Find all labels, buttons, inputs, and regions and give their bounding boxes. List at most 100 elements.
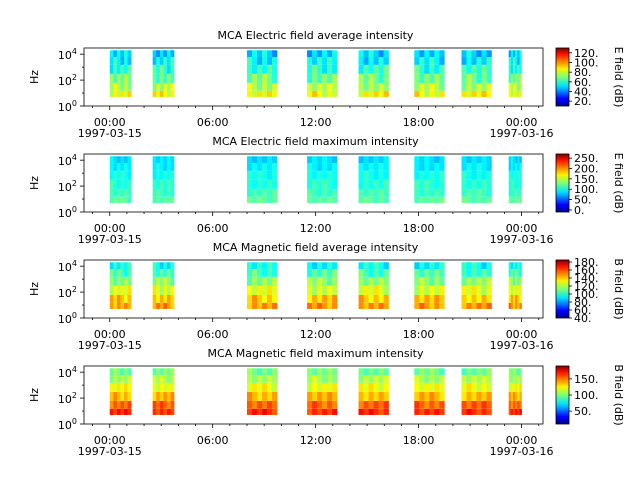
spectrogram-cell [466, 73, 472, 83]
spectrogram-cell [414, 408, 420, 415]
data-segment [414, 156, 445, 203]
spectrogram-cell [257, 64, 263, 74]
spectrogram-cell [252, 400, 258, 409]
spectrogram-cell [373, 269, 379, 277]
spectrogram-cell [312, 375, 318, 383]
spectrogram-cell [383, 179, 389, 189]
spectrogram-cell [419, 196, 425, 203]
spectrogram-cell [466, 64, 472, 74]
spectrogram-cell [272, 73, 278, 83]
spectrogram-cell [262, 262, 268, 270]
spectrogram-cell [434, 391, 440, 401]
spectrogram-cell [471, 294, 477, 303]
spectrogram-cell [368, 269, 374, 277]
spectrogram-cell [481, 90, 487, 97]
spectrogram-cell [166, 163, 171, 171]
spectrogram-cell [267, 64, 273, 74]
spectrogram-cell [247, 408, 253, 415]
spectrogram-cell [378, 73, 384, 83]
data-segment [152, 262, 175, 309]
spectrogram-cell [383, 196, 389, 203]
spectrogram-cell [317, 64, 323, 74]
spectrogram-cell [486, 73, 492, 83]
spectrogram-cell [486, 50, 492, 58]
spectrogram-cell [466, 50, 472, 58]
spectrogram-cell [332, 382, 338, 392]
spectrogram-cell [363, 196, 369, 203]
spectrogram-cell [476, 170, 482, 180]
spectrogram-cell [116, 82, 121, 91]
spectrogram-cell [163, 269, 168, 277]
spectrogram-cell [317, 285, 323, 295]
spectrogram-cell [262, 64, 268, 74]
spectrogram-cell [378, 64, 384, 74]
spectrogram-cell [378, 269, 384, 277]
spectrogram-cell [170, 196, 175, 203]
spectrogram-cell [166, 170, 171, 180]
spectrogram-cell [159, 408, 164, 415]
spectrogram-cell [327, 276, 333, 286]
spectrogram-cell [471, 64, 477, 74]
spectrogram-cell [127, 408, 132, 415]
spectrogram-cell [124, 302, 128, 309]
spectrogram-cell [358, 302, 364, 309]
spectrogram-cell [368, 262, 374, 270]
spectrogram-cell [476, 400, 482, 409]
spectrogram-cell [252, 179, 258, 189]
spectrogram-cell [461, 57, 467, 65]
spectrogram-cell [152, 294, 157, 303]
spectrogram-cell [368, 391, 374, 401]
spectrogram-cell [267, 188, 273, 197]
spectrogram-cell [307, 262, 313, 270]
spectrogram-cell [113, 408, 118, 415]
spectrogram-cell [156, 262, 161, 270]
spectrogram-cell [312, 179, 318, 189]
data-segment [307, 262, 338, 309]
spectrogram-cell [383, 90, 389, 97]
spectrogram-cell [252, 294, 258, 303]
spectrogram-cell [332, 163, 338, 171]
colorbar-frame [555, 259, 570, 319]
spectrogram-cell [373, 400, 379, 409]
spectrogram-cell [519, 285, 522, 295]
spectrogram-cell [363, 64, 369, 74]
spectrogram-cell [156, 294, 161, 303]
spectrogram-cell [109, 375, 114, 383]
spectrogram-cell [466, 170, 472, 180]
spectrogram-cell [515, 50, 518, 58]
spectrogram-cell [124, 196, 128, 203]
spectrogram-cell [519, 375, 522, 383]
spectrogram-cell [358, 269, 364, 277]
spectrogram-cell [312, 82, 318, 91]
y-axis-label: Hz [28, 70, 41, 84]
spectrogram-cell [113, 82, 118, 91]
data-segment [247, 50, 278, 97]
spectrogram-cell [383, 276, 389, 286]
y-axis-label: Hz [28, 282, 41, 296]
spectrogram-cell [247, 90, 253, 97]
y-tick-label: 102 [58, 391, 77, 406]
spectrogram-cell [476, 57, 482, 65]
spectrogram-cell [424, 294, 430, 303]
spectrogram-cell [159, 188, 164, 197]
spectrogram-cell [307, 163, 313, 171]
spectrogram-cell [508, 285, 512, 295]
spectrogram-cell [152, 156, 157, 164]
spectrogram-cell [159, 382, 164, 392]
spectrogram-cell [363, 188, 369, 197]
spectrogram-cell [322, 156, 328, 164]
spectrogram-cell [368, 302, 374, 309]
spectrogram-cell [434, 285, 440, 295]
spectrogram-cell [512, 156, 516, 164]
spectrogram-cell [156, 382, 161, 392]
spectrogram-cell [515, 262, 518, 270]
colorbar-tick-label: 50. [574, 194, 592, 207]
spectrogram-cell [170, 179, 175, 189]
spectrogram-cell [517, 262, 520, 270]
spectrogram-cell [461, 170, 467, 180]
panel-title: MCA Magnetic field maximum intensity [208, 347, 424, 360]
spectrogram-cell [317, 408, 323, 415]
spectrogram-cell [307, 408, 313, 415]
spectrogram-cell [156, 368, 161, 376]
spectrogram-cell [327, 382, 333, 392]
